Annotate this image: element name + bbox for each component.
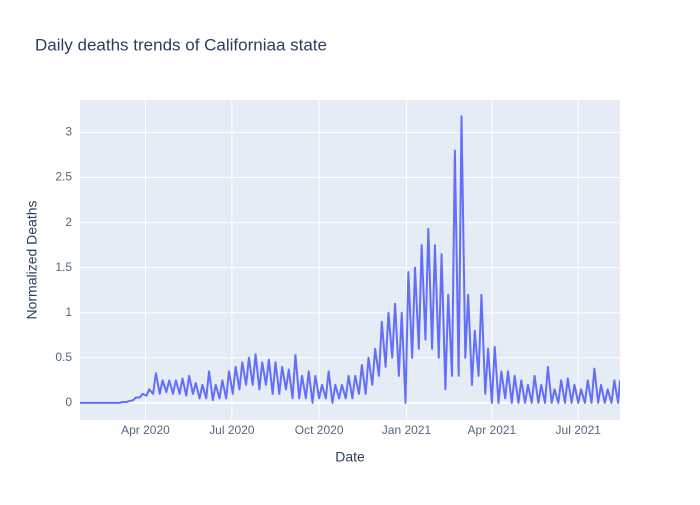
- plot-area: [80, 100, 620, 420]
- y-tick-label: 1.5: [55, 260, 72, 274]
- x-tick-label: Jan 2021: [382, 423, 432, 437]
- y-tick-label: 3: [65, 125, 72, 139]
- y-tick-label: 0: [65, 395, 72, 409]
- x-tick-label: Jul 2021: [556, 423, 602, 437]
- y-tick-label: 2: [65, 215, 72, 229]
- chart-title: Daily deaths trends of Californiaa state: [35, 35, 327, 54]
- x-tick-label: Apr 2021: [468, 423, 517, 437]
- x-tick-label: Apr 2020: [121, 423, 170, 437]
- x-tick-label: Jul 2020: [209, 423, 255, 437]
- x-tick-label: Oct 2020: [295, 423, 344, 437]
- y-axis-label: Normalized Deaths: [24, 200, 40, 319]
- y-tick-label: 2.5: [55, 170, 72, 184]
- y-tick-label: 1: [65, 305, 72, 319]
- y-tick-label: 0.5: [55, 350, 72, 364]
- x-axis-label: Date: [335, 449, 365, 465]
- data-line: [80, 115, 620, 404]
